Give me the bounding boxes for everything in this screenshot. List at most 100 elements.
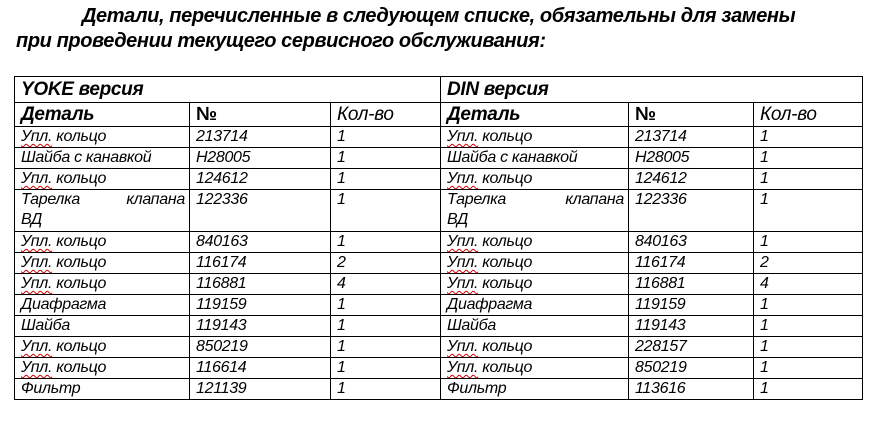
din-number-cell: 213714: [628, 126, 754, 148]
table-row: Упл. кольцо 124612 1 Упл. кольцо 124612 1: [14, 168, 863, 190]
din-part-cell: Упл. кольцо: [440, 168, 629, 190]
spellcheck-word: Упл.: [21, 338, 53, 355]
table-row: Фильтр 121139 1 Фильтр 113616 1: [14, 378, 863, 400]
yoke-qty-cell: 1: [330, 378, 441, 400]
table-row: Тарелка клапана ВД 122336 1 Тарелка клапана ВД 1…: [14, 189, 863, 232]
din-part-cell: Упл. кольцо: [440, 252, 629, 274]
din-part-cell: Упл. кольцо: [440, 336, 629, 358]
din-part-cell: Упл. кольцо: [440, 357, 629, 379]
din-number-cell: 840163: [628, 231, 754, 253]
heading-line-2: при проведении текущего сервисного обслу…: [16, 30, 546, 52]
yoke-part-cell: Упл. кольцо: [14, 357, 190, 379]
yoke-number-cell: 116174: [189, 252, 331, 274]
col-header-number: №: [628, 102, 754, 127]
spellcheck-word: Упл.: [447, 254, 479, 271]
yoke-part-cell: Упл. кольцо: [14, 273, 190, 295]
document-heading: Детали, перечисленные в следующем списке…: [16, 4, 876, 54]
yoke-number-cell: 116614: [189, 357, 331, 379]
din-part-cell: Диафрагма: [440, 294, 629, 316]
din-number-cell: 119143: [628, 315, 754, 337]
yoke-part-cell: Упл. кольцо: [14, 231, 190, 253]
spellcheck-word: Упл.: [21, 275, 53, 292]
din-number-cell: 124612: [628, 168, 754, 190]
yoke-part-cell: Шайба с канавкой: [14, 147, 190, 169]
yoke-qty-cell: 1: [330, 315, 441, 337]
col-header-part: Деталь: [14, 102, 190, 127]
yoke-qty-cell: 2: [330, 252, 441, 274]
din-number-cell: 122336: [628, 189, 754, 232]
din-qty-cell: 1: [753, 294, 863, 316]
yoke-number-cell: 213714: [189, 126, 331, 148]
yoke-qty-cell: 1: [330, 189, 441, 232]
din-part-cell: Упл. кольцо: [440, 126, 629, 148]
yoke-number-cell: 850219: [189, 336, 331, 358]
yoke-number-cell: 124612: [189, 168, 331, 190]
spellcheck-word: Упл.: [447, 170, 479, 187]
din-part-cell: Шайба: [440, 315, 629, 337]
yoke-number-cell: 116881: [189, 273, 331, 295]
col-header-number: №: [189, 102, 331, 127]
table-row: Упл. кольцо 213714 1 Упл. кольцо 213714 1: [14, 126, 863, 148]
din-qty-cell: 1: [753, 168, 863, 190]
spellcheck-word: Упл.: [447, 359, 479, 376]
group-header-din: DIN версия: [440, 76, 863, 103]
yoke-qty-cell: 1: [330, 147, 441, 169]
din-qty-cell: 2: [753, 252, 863, 274]
din-number-cell: 119159: [628, 294, 754, 316]
yoke-qty-cell: 4: [330, 273, 441, 295]
yoke-part-cell: Упл. кольцо: [14, 252, 190, 274]
din-number-cell: 116881: [628, 273, 754, 295]
yoke-part-cell: Шайба: [14, 315, 190, 337]
spellcheck-word: Упл.: [447, 338, 479, 355]
yoke-number-cell: 119159: [189, 294, 331, 316]
din-number-cell: 228157: [628, 336, 754, 358]
spellcheck-word: Упл.: [21, 359, 53, 376]
din-qty-cell: 1: [753, 147, 863, 169]
yoke-number-cell: 840163: [189, 231, 331, 253]
din-qty-cell: 1: [753, 231, 863, 253]
din-qty-cell: 1: [753, 357, 863, 379]
heading-line-1: Детали, перечисленные в следующем списке…: [82, 5, 796, 27]
parts-table: YOKE версия DIN версия Деталь № Кол-во Д…: [14, 76, 863, 400]
yoke-qty-cell: 1: [330, 357, 441, 379]
din-part-cell: Упл. кольцо: [440, 273, 629, 295]
din-part-cell: Шайба с канавкой: [440, 147, 629, 169]
yoke-qty-cell: 1: [330, 336, 441, 358]
yoke-part-cell: Тарелка клапана ВД: [14, 189, 190, 232]
din-part-cell: Тарелка клапана ВД: [440, 189, 629, 232]
col-header-qty: Кол-во: [753, 102, 863, 127]
spellcheck-word: Упл.: [21, 233, 53, 250]
yoke-part-cell: Фильтр: [14, 378, 190, 400]
yoke-qty-cell: 1: [330, 294, 441, 316]
table-row: Шайба 119143 1 Шайба 119143 1: [14, 315, 863, 337]
table-row: Диафрагма 119159 1 Диафрагма 119159 1: [14, 294, 863, 316]
table-row: Шайба с канавкой H28005 1 Шайба с канавкой H…: [14, 147, 863, 169]
din-qty-cell: 1: [753, 336, 863, 358]
yoke-qty-cell: 1: [330, 168, 441, 190]
din-part-cell: Фильтр: [440, 378, 629, 400]
table-row: Упл. кольцо 850219 1 Упл. кольцо 228157 1: [14, 336, 863, 358]
spellcheck-word: Упл.: [447, 275, 479, 292]
table-row: Упл. кольцо 116881 4 Упл. кольцо 116881 4: [14, 273, 863, 295]
table-row: Упл. кольцо 116174 2 Упл. кольцо 116174 2: [14, 252, 863, 274]
table-row: Упл. кольцо 840163 1 Упл. кольцо 840163 1: [14, 231, 863, 253]
yoke-number-cell: 121139: [189, 378, 331, 400]
yoke-number-cell: 119143: [189, 315, 331, 337]
din-qty-cell: 1: [753, 315, 863, 337]
din-number-cell: 850219: [628, 357, 754, 379]
din-qty-cell: 1: [753, 378, 863, 400]
yoke-part-cell: Упл. кольцо: [14, 168, 190, 190]
yoke-qty-cell: 1: [330, 231, 441, 253]
yoke-part-cell: Упл. кольцо: [14, 336, 190, 358]
din-qty-cell: 4: [753, 273, 863, 295]
yoke-qty-cell: 1: [330, 126, 441, 148]
din-qty-cell: 1: [753, 189, 863, 232]
yoke-part-cell: Упл. кольцо: [14, 126, 190, 148]
spellcheck-word: Упл.: [21, 128, 53, 145]
spellcheck-word: Упл.: [21, 254, 53, 271]
din-part-cell: Упл. кольцо: [440, 231, 629, 253]
spellcheck-word: Упл.: [21, 170, 53, 187]
yoke-part-cell: Диафрагма: [14, 294, 190, 316]
yoke-number-cell: H28005: [189, 147, 331, 169]
group-header-yoke: YOKE версия: [14, 76, 441, 103]
